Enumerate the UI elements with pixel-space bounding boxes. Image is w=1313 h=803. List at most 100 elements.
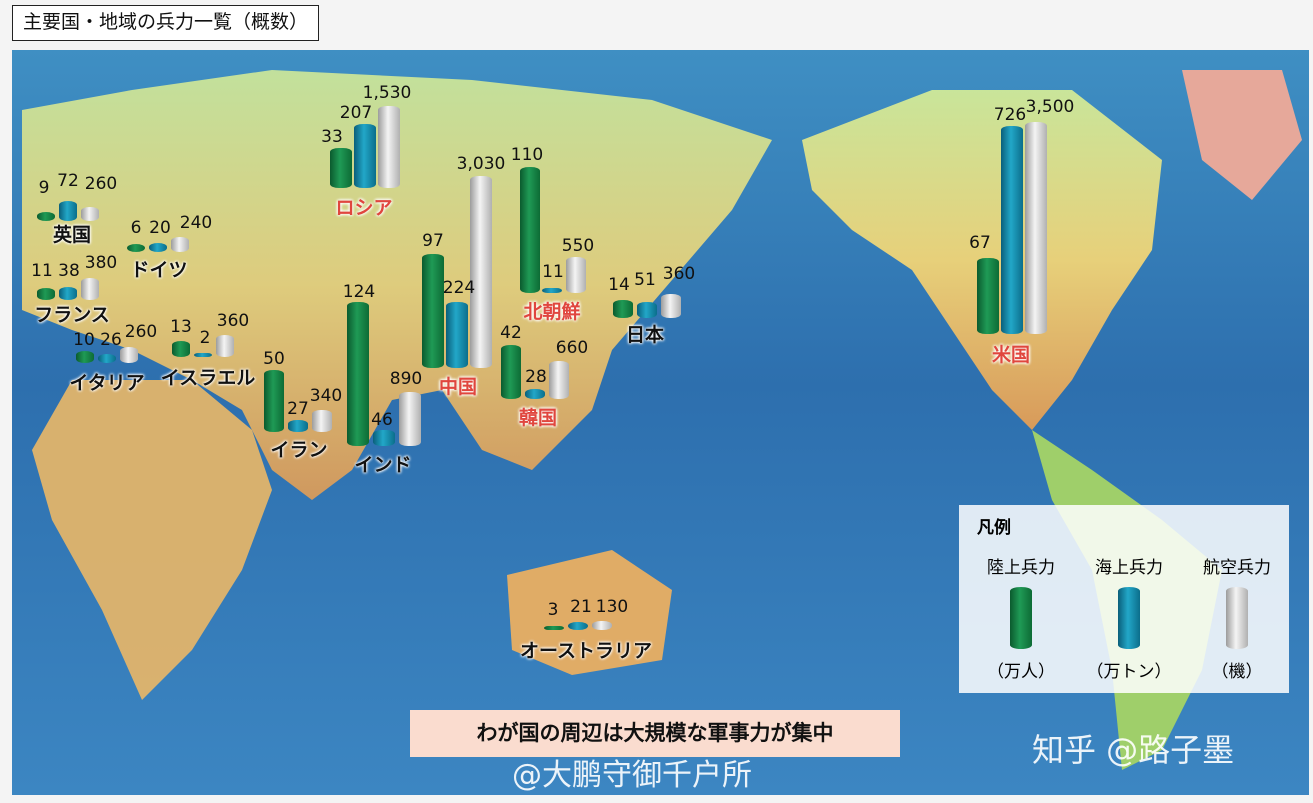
skorea-label: 韓国: [518, 407, 558, 429]
legend-title: 凡例: [977, 518, 1011, 538]
italy-label: イタリア: [69, 372, 145, 394]
sea-bar: [1001, 126, 1023, 334]
country-australia: [544, 618, 624, 630]
land-bar: [544, 626, 564, 630]
country-germany: [127, 230, 207, 252]
nkorea-label: 北朝鮮: [523, 301, 581, 323]
india-land-value: 124: [342, 282, 376, 302]
sea-bar: [525, 389, 545, 399]
chart-title: 主要国・地域の兵力一覧（概数）: [12, 5, 320, 41]
iran-label: イラン: [270, 439, 328, 461]
land-bar: [501, 345, 521, 399]
caption-banner: わが国の周辺は大規模な軍事力が集中: [410, 710, 900, 757]
china-sea-value: 224: [442, 278, 476, 298]
air-bar: [171, 237, 189, 252]
land-bar: [172, 341, 190, 357]
russia-label: ロシア: [335, 197, 393, 219]
country-india: [347, 300, 427, 446]
skorea-sea-value: 28: [525, 367, 547, 387]
nkorea-sea-value: 11: [542, 262, 564, 282]
china-label: 中国: [438, 376, 478, 398]
uk-label: 英国: [52, 224, 92, 246]
legend-sea-unit: （万トン）: [1086, 662, 1172, 682]
legend-land-label: 陸上兵力: [987, 558, 1055, 578]
italy-air-value: 260: [124, 322, 158, 342]
germany-label: ドイツ: [130, 259, 188, 281]
country-france: [34, 278, 114, 300]
sea-bar: [288, 420, 308, 432]
germany-land-value: 6: [130, 218, 142, 238]
uk-sea-value: 72: [57, 171, 79, 191]
usa-air-value: 3,500: [1025, 97, 1075, 117]
legend-land-swatch: [1010, 587, 1032, 649]
nkorea-land-value: 110: [510, 145, 544, 165]
land-bar: [330, 148, 352, 188]
australia-label: オーストラリア: [519, 640, 653, 662]
country-iran: [264, 368, 344, 432]
india-sea-value: 46: [371, 410, 393, 430]
sea-bar: [59, 287, 77, 300]
air-bar: [592, 621, 612, 630]
iran-air-value: 340: [309, 386, 343, 406]
japan-sea-value: 51: [634, 270, 656, 290]
skorea-air-value: 660: [555, 338, 589, 358]
air-bar: [81, 278, 99, 300]
land-bar: [977, 258, 999, 334]
legend-land-unit: （万人）: [987, 662, 1055, 682]
sea-bar: [194, 353, 212, 357]
country-russia: [330, 106, 410, 188]
air-bar: [81, 207, 99, 221]
sea-bar: [354, 124, 376, 188]
india-label: インド: [354, 454, 412, 476]
land-bar: [37, 288, 55, 300]
iran-land-value: 50: [263, 349, 285, 369]
russia-sea-value: 207: [339, 103, 373, 123]
israel-sea-value: 2: [199, 328, 211, 348]
country-usa: [977, 122, 1057, 334]
land-bar: [613, 300, 633, 318]
country-israel: [172, 335, 252, 357]
sea-bar: [149, 243, 167, 252]
land-bar: [127, 244, 145, 252]
legend: 凡例 陸上兵力 海上兵力 航空兵力 （万人） （万トン） （機）: [959, 505, 1289, 693]
air-bar: [312, 410, 332, 432]
france-sea-value: 38: [58, 261, 80, 281]
india-air-value: 890: [389, 369, 423, 389]
sea-bar: [373, 430, 395, 446]
land-bar: [264, 370, 284, 432]
australia-land-value: 3: [547, 600, 559, 620]
country-nkorea: [520, 165, 600, 293]
land-bar: [37, 212, 55, 221]
land-bar: [520, 167, 540, 293]
land-bar: [347, 302, 369, 446]
usa-label: 米国: [991, 344, 1031, 366]
weibo-watermark: @大鹏守御千户所: [512, 758, 752, 793]
legend-air-label: 航空兵力: [1203, 558, 1271, 578]
italy-land-value: 10: [73, 330, 95, 350]
france-label: フランス: [34, 304, 110, 326]
usa-land-value: 67: [969, 233, 991, 253]
germany-air-value: 240: [179, 213, 213, 233]
legend-sea-swatch: [1118, 587, 1140, 649]
germany-sea-value: 20: [149, 218, 171, 238]
country-skorea: [501, 343, 581, 399]
air-bar: [661, 294, 681, 318]
country-japan: [613, 290, 693, 318]
air-bar: [549, 361, 569, 399]
france-air-value: 380: [84, 253, 118, 273]
country-italy: [76, 345, 156, 363]
legend-air-unit: （機）: [1211, 662, 1263, 682]
air-bar: [399, 392, 421, 446]
uk-land-value: 9: [38, 178, 50, 198]
china-land-value: 97: [422, 231, 444, 251]
japan-label: 日本: [625, 324, 665, 346]
israel-label: イスラエル: [160, 367, 256, 389]
air-bar: [216, 335, 234, 357]
air-bar: [1025, 122, 1047, 334]
sea-bar: [98, 354, 116, 363]
legend-sea-label: 海上兵力: [1095, 558, 1163, 578]
sea-bar: [568, 622, 588, 630]
uk-air-value: 260: [84, 174, 118, 194]
zhihu-watermark: 知乎 @路子墨: [1032, 731, 1235, 769]
air-bar: [566, 257, 586, 293]
